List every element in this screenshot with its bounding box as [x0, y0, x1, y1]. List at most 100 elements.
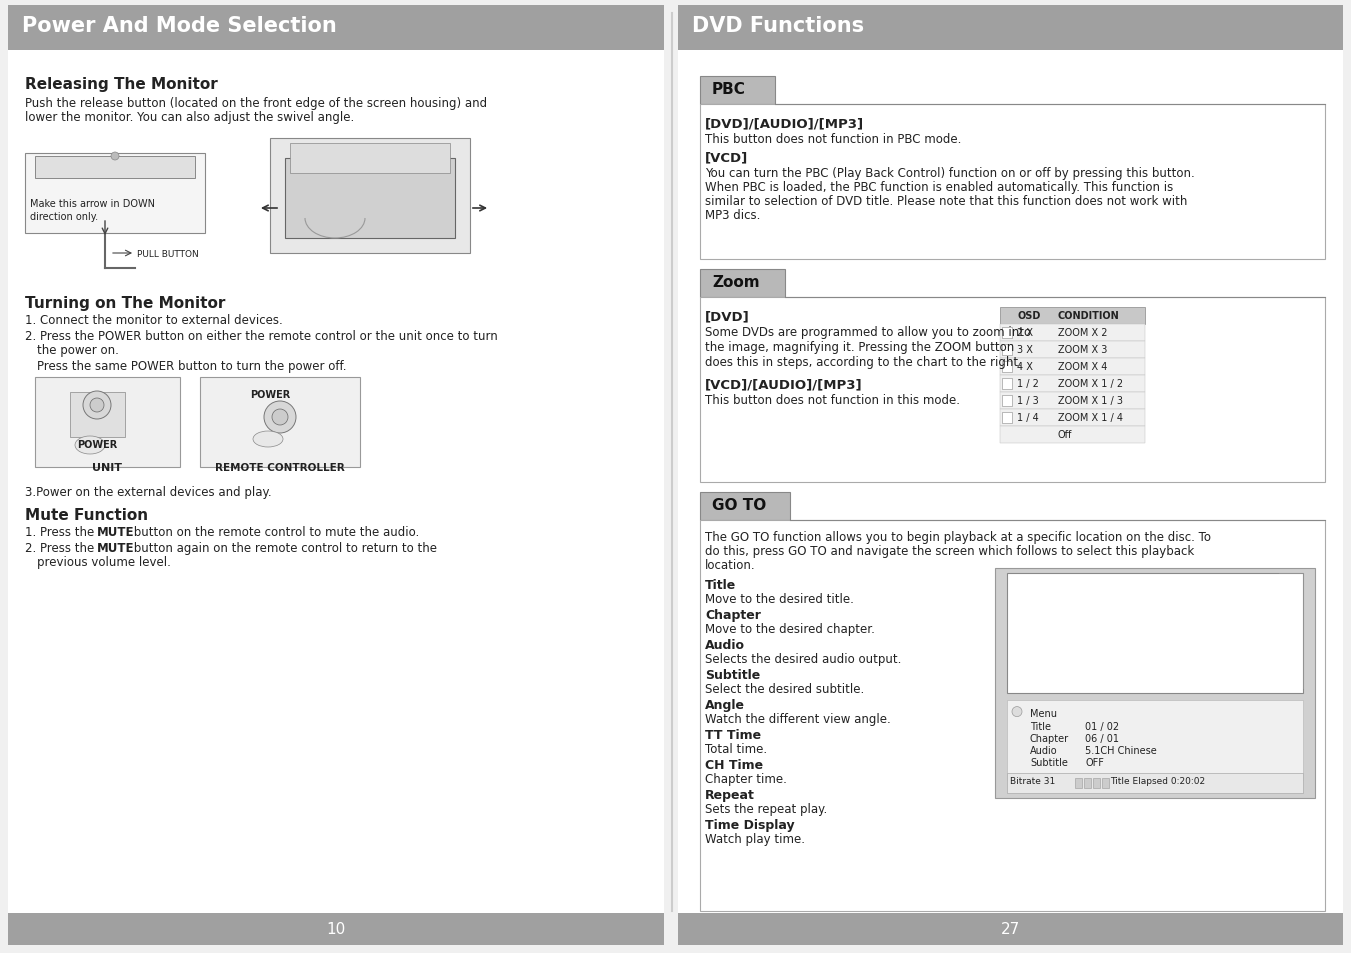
Text: Chapter: Chapter [705, 608, 761, 621]
Bar [1000, 358, 1146, 375]
Text: MUTE: MUTE [97, 525, 135, 538]
Text: Subtitle: Subtitle [1029, 757, 1067, 767]
Bar [700, 77, 775, 105]
Text: 1 / 4: 1 / 4 [1017, 413, 1039, 422]
Text: PULL BUTTON: PULL BUTTON [136, 250, 199, 258]
Bar [1000, 341, 1146, 358]
Text: Zoom: Zoom [712, 274, 759, 290]
Bar [1075, 779, 1082, 788]
Text: Angle: Angle [705, 699, 744, 711]
Bar [678, 913, 1343, 945]
Text: This button does not function in PBC mode.: This button does not function in PBC mod… [705, 132, 962, 146]
Text: Audio: Audio [1029, 745, 1058, 755]
Text: Move to the desired title.: Move to the desired title. [705, 593, 854, 605]
Text: 27: 27 [1000, 921, 1020, 936]
Bar [35, 377, 180, 468]
Circle shape [1012, 707, 1021, 717]
Text: Chapter: Chapter [1029, 733, 1069, 742]
Circle shape [91, 398, 104, 413]
Circle shape [263, 401, 296, 434]
Circle shape [82, 392, 111, 419]
Bar [700, 493, 790, 520]
Bar [1002, 378, 1012, 390]
Text: ZOOM X 1 / 4: ZOOM X 1 / 4 [1058, 413, 1123, 422]
Text: 2. Press the POWER button on either the remote control or the unit once to turn: 2. Press the POWER button on either the … [26, 330, 497, 343]
Text: Mute Function: Mute Function [26, 507, 149, 522]
Text: Make this arrow in DOWN: Make this arrow in DOWN [30, 199, 155, 209]
Bar [1000, 393, 1146, 410]
Text: Releasing The Monitor: Releasing The Monitor [26, 77, 218, 91]
Bar [1006, 574, 1302, 693]
Text: 4 X: 4 X [1017, 361, 1034, 372]
Text: The GO TO function allows you to begin playback at a specific location on the di: The GO TO function allows you to begin p… [705, 531, 1210, 543]
Bar [1000, 410, 1146, 427]
Bar [35, 157, 195, 179]
Text: [VCD]: [VCD] [705, 151, 748, 164]
Bar [8, 14, 663, 913]
Text: ZOOM X 3: ZOOM X 3 [1058, 345, 1108, 355]
Bar [1002, 361, 1012, 373]
Text: Audio: Audio [705, 639, 744, 651]
Text: PBC: PBC [712, 82, 746, 97]
Text: ZOOM X 1 / 3: ZOOM X 1 / 3 [1058, 395, 1123, 406]
Text: Move to the desired chapter.: Move to the desired chapter. [705, 622, 875, 636]
Text: MUTE: MUTE [97, 541, 135, 555]
Text: Title: Title [1029, 720, 1051, 731]
Bar [1000, 308, 1146, 325]
Text: direction only.: direction only. [30, 212, 99, 222]
Text: Off: Off [1058, 430, 1073, 439]
Text: 2 X: 2 X [1017, 328, 1034, 337]
Text: [DVD]/[AUDIO]/[MP3]: [DVD]/[AUDIO]/[MP3] [705, 117, 865, 130]
Bar [1002, 345, 1012, 355]
Text: previous volume level.: previous volume level. [36, 556, 170, 568]
Bar [1006, 700, 1302, 780]
Text: [VCD]/[AUDIO]/[MP3]: [VCD]/[AUDIO]/[MP3] [705, 377, 863, 391]
Text: 10: 10 [327, 921, 346, 936]
Text: 1 / 2: 1 / 2 [1017, 378, 1039, 389]
Text: 1. Connect the monitor to external devices.: 1. Connect the monitor to external devic… [26, 314, 282, 327]
Bar [678, 14, 1343, 913]
Text: POWER: POWER [250, 390, 290, 399]
Text: You can turn the PBC (Play Back Control) function on or off by pressing this but: You can turn the PBC (Play Back Control)… [705, 167, 1194, 180]
Text: the power on.: the power on. [36, 344, 119, 356]
Bar [1102, 779, 1109, 788]
Text: Press the same POWER button to turn the power off.: Press the same POWER button to turn the … [36, 359, 346, 373]
Text: MP3 dics.: MP3 dics. [705, 209, 761, 222]
Text: DVD Functions: DVD Functions [692, 16, 865, 36]
Text: Watch play time.: Watch play time. [705, 832, 805, 845]
Bar [1000, 375, 1146, 393]
Text: button again on the remote control to return to the: button again on the remote control to re… [130, 541, 436, 555]
Text: OFF: OFF [1085, 757, 1104, 767]
Text: 3 X: 3 X [1017, 345, 1034, 355]
Text: Chapter time.: Chapter time. [705, 772, 786, 785]
Ellipse shape [76, 436, 105, 455]
Text: TT Time: TT Time [705, 728, 761, 741]
Text: Title: Title [705, 578, 736, 592]
Bar [1000, 427, 1146, 443]
Text: 1. Press the: 1. Press the [26, 525, 99, 538]
Text: 2. Press the: 2. Press the [26, 541, 99, 555]
Text: do this, press GO TO and navigate the screen which follows to select this playba: do this, press GO TO and navigate the sc… [705, 544, 1194, 558]
Text: Bitrate 31: Bitrate 31 [1011, 776, 1055, 785]
Circle shape [111, 152, 119, 161]
Text: CH Time: CH Time [705, 759, 763, 771]
Bar [700, 297, 1325, 482]
Bar [290, 144, 450, 173]
Bar [1002, 413, 1012, 423]
Bar [1000, 325, 1146, 341]
Text: CONDITION: CONDITION [1058, 311, 1120, 320]
Text: lower the monitor. You can also adjust the swivel angle.: lower the monitor. You can also adjust t… [26, 111, 354, 124]
Text: OSD: OSD [1017, 311, 1040, 320]
Bar [8, 913, 663, 945]
Bar [200, 377, 359, 468]
Bar [1002, 395, 1012, 407]
Text: 06 / 01: 06 / 01 [1085, 733, 1119, 742]
Bar [700, 520, 1325, 911]
Text: Sets the repeat play.: Sets the repeat play. [705, 802, 827, 815]
Text: ZOOM X 4: ZOOM X 4 [1058, 361, 1108, 372]
Text: 1 / 3: 1 / 3 [1017, 395, 1039, 406]
Text: This button does not function in this mode.: This button does not function in this mo… [705, 394, 961, 407]
Text: Turning on The Monitor: Turning on The Monitor [26, 295, 226, 311]
Bar [1006, 773, 1302, 793]
Text: 3.Power on the external devices and play.: 3.Power on the external devices and play… [26, 485, 272, 498]
